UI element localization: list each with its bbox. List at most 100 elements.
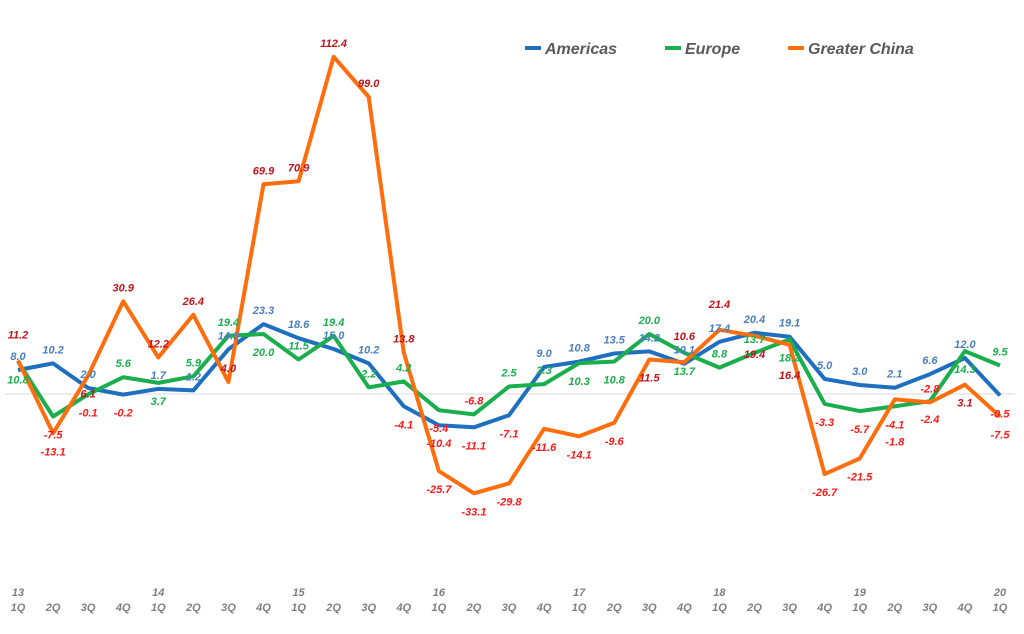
data-label-europe: 2.5 bbox=[500, 368, 517, 380]
x-tick-quarter: 2Q bbox=[606, 602, 622, 614]
data-label-europe: -0.1 bbox=[79, 407, 98, 419]
data-label-greater-china: 26.4 bbox=[182, 296, 204, 308]
data-label-europe: 2.2 bbox=[360, 368, 376, 380]
x-tick-quarter: 4Q bbox=[536, 602, 552, 614]
x-tick-quarter: 4Q bbox=[255, 602, 271, 614]
data-label-europe: 20.0 bbox=[252, 347, 275, 359]
data-label-greater-china: -11.6 bbox=[532, 442, 557, 454]
data-label-europe: -4.1 bbox=[885, 419, 904, 431]
data-label-europe: 3.3 bbox=[536, 365, 551, 377]
legend-label-americas: Americas bbox=[544, 41, 617, 58]
data-label-greater-china: 3.1 bbox=[957, 398, 972, 410]
x-tick-quarter: 2Q bbox=[185, 602, 201, 614]
x-tick-quarter: 2Q bbox=[886, 602, 902, 614]
data-label-greater-china: 21.4 bbox=[708, 299, 730, 311]
data-label-greater-china: 6.1 bbox=[80, 389, 95, 401]
data-label-europe: 5.6 bbox=[116, 358, 132, 370]
x-tick-quarter: 3Q bbox=[923, 602, 938, 614]
series-line-europe bbox=[16, 332, 1001, 419]
data-label-europe: 10.3 bbox=[568, 376, 589, 388]
data-label-greater-china: -33.1 bbox=[461, 506, 486, 518]
x-tick-quarter: 3Q bbox=[782, 602, 797, 614]
x-tick-year: 18 bbox=[713, 587, 726, 599]
data-label-europe: -3.3 bbox=[815, 417, 834, 429]
data-label-americas: 19.1 bbox=[779, 318, 800, 330]
x-tick-quarter: 4Q bbox=[676, 602, 692, 614]
data-label-greater-china: 69.9 bbox=[253, 165, 275, 177]
data-label-americas: 14.9 bbox=[218, 330, 240, 342]
data-label-americas: 3.0 bbox=[852, 366, 868, 378]
series-line-greater-china bbox=[16, 54, 1002, 496]
x-tick-quarter: 4Q bbox=[816, 602, 832, 614]
data-label-americas: 9.0 bbox=[536, 348, 552, 360]
x-tick-quarter: 1Q bbox=[712, 602, 727, 614]
x-tick-year: 19 bbox=[854, 587, 867, 599]
data-label-greater-china: -7.5 bbox=[991, 430, 1011, 442]
data-label-europe: -7.5 bbox=[44, 430, 64, 442]
data-label-greater-china: -13.1 bbox=[41, 446, 66, 458]
data-label-europe: 13.7 bbox=[744, 334, 766, 346]
data-label-americas: 2.1 bbox=[886, 369, 902, 381]
series-line-americas bbox=[17, 322, 1002, 430]
data-label-greater-china: -29.8 bbox=[496, 496, 522, 508]
data-label-greater-china: -14.1 bbox=[567, 449, 592, 461]
legend-label-greater-china: Greater China bbox=[808, 41, 914, 58]
x-tick-quarter: 1Q bbox=[432, 602, 447, 614]
x-tick-quarter: 2Q bbox=[466, 602, 482, 614]
x-tick-quarter: 3Q bbox=[642, 602, 657, 614]
data-label-greater-china: 19.4 bbox=[744, 349, 765, 361]
x-tick-quarter: 1Q bbox=[11, 602, 26, 614]
data-label-greater-china: 16.4 bbox=[779, 370, 800, 382]
x-tick-quarter: 3Q bbox=[81, 602, 96, 614]
x-tick-quarter: 2Q bbox=[45, 602, 61, 614]
data-label-greater-china: 112.4 bbox=[320, 38, 347, 50]
data-label-greater-china: 99.0 bbox=[358, 78, 380, 90]
data-label-europe: 8.8 bbox=[712, 349, 728, 361]
x-tick-quarter: 4Q bbox=[115, 602, 131, 614]
data-label-greater-china: 11.5 bbox=[639, 373, 660, 385]
legend-label-europe: Europe bbox=[685, 41, 740, 58]
legend: Americas Europe Greater China bbox=[525, 41, 914, 58]
data-label-europe: 20.0 bbox=[638, 315, 661, 327]
data-label-greater-china: -21.5 bbox=[847, 472, 873, 484]
data-label-americas: 13.5 bbox=[604, 335, 626, 347]
x-tick-year: 15 bbox=[292, 587, 305, 599]
data-label-europe: -2.4 bbox=[920, 414, 939, 426]
x-tick-year: 16 bbox=[433, 587, 446, 599]
data-label-greater-china: 10.6 bbox=[674, 331, 696, 343]
data-label-americas: 10.1 bbox=[674, 345, 695, 357]
data-label-greater-china: -25.7 bbox=[426, 484, 452, 496]
data-label-europe: 11.5 bbox=[288, 341, 309, 353]
data-label-americas: 8.0 bbox=[10, 351, 26, 363]
data-label-europe: 4.2 bbox=[395, 362, 411, 374]
data-label-europe: 18.2 bbox=[779, 352, 800, 364]
data-label-europe: 10.8 bbox=[604, 375, 626, 387]
x-tick-quarter: 3Q bbox=[502, 602, 517, 614]
data-label-greater-china: -9.6 bbox=[605, 436, 625, 448]
x-tick-year: 13 bbox=[12, 587, 24, 599]
data-label-greater-china: -26.7 bbox=[812, 487, 838, 499]
data-label-americas: 17.4 bbox=[709, 323, 730, 335]
data-label-americas: 5.0 bbox=[817, 360, 833, 372]
x-tick-quarter: 2Q bbox=[746, 602, 762, 614]
data-label-europe: -5.4 bbox=[429, 423, 448, 435]
data-label-americas: 1.2 bbox=[186, 371, 201, 383]
data-label-greater-china: -1.8 bbox=[885, 436, 905, 448]
data-label-americas: 18.6 bbox=[288, 319, 310, 331]
data-label-americas: 2.0 bbox=[79, 369, 96, 381]
x-tick-quarter: 1Q bbox=[572, 602, 587, 614]
data-label-europe: 5.9 bbox=[186, 357, 202, 369]
x-tick-quarter: 4Q bbox=[395, 602, 411, 614]
x-tick-year: 17 bbox=[573, 587, 586, 599]
x-tick-year: 20 bbox=[993, 587, 1007, 599]
data-label-europe: -6.8 bbox=[464, 395, 484, 407]
x-tick-quarter: 3Q bbox=[221, 602, 236, 614]
data-label-americas: 20.4 bbox=[743, 314, 765, 326]
data-label-americas: 12.0 bbox=[954, 339, 976, 351]
x-tick-quarter: 1Q bbox=[993, 602, 1008, 614]
data-label-europe: 10.8 bbox=[7, 375, 29, 387]
data-label-americas: -10.4 bbox=[426, 438, 451, 450]
data-label-greater-china: 4.0 bbox=[220, 363, 237, 375]
data-label-greater-china: 12.2 bbox=[148, 338, 169, 350]
